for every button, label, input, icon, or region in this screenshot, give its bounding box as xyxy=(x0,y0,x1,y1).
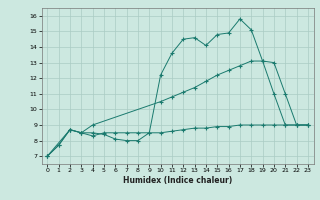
X-axis label: Humidex (Indice chaleur): Humidex (Indice chaleur) xyxy=(123,176,232,185)
